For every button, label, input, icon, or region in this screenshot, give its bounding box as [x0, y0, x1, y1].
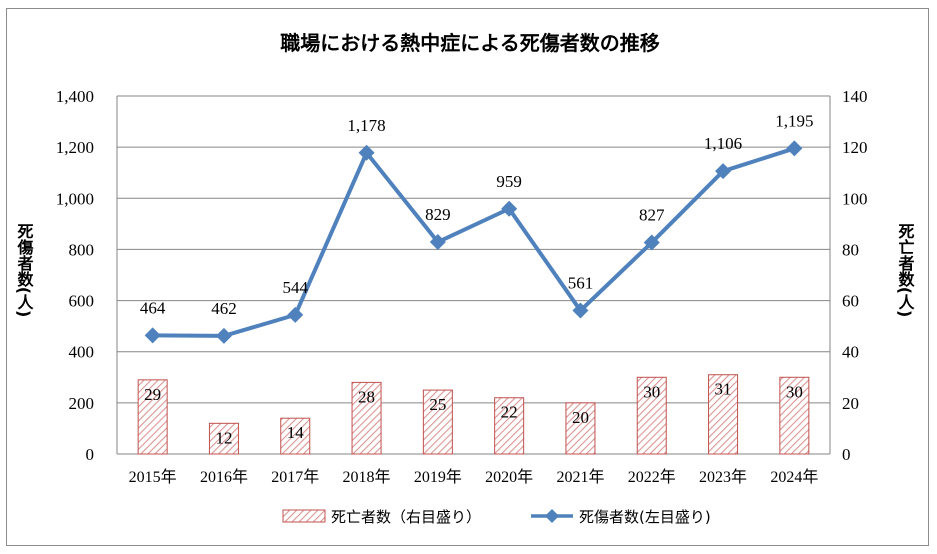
- line-series: [152, 146, 795, 338]
- x-tick-label: 2020年: [485, 468, 533, 486]
- line-point: [287, 306, 304, 323]
- bar: [708, 374, 739, 455]
- right-tick-label: 0: [842, 445, 851, 464]
- x-tick-label: 2018年: [343, 468, 391, 486]
- x-axis-ticks: 2015年 2016年 2017年 2018年 2019年 2020年 2021年 2022年…: [129, 468, 819, 486]
- bar-series: [137, 374, 810, 455]
- legend-line-label: 死傷者数(左目盛り): [579, 508, 711, 526]
- line-point: [358, 144, 375, 161]
- chart-frame: [6, 8, 929, 546]
- right-tick-label: 40: [842, 343, 859, 362]
- line-data-labels: 464 462 544 1,178 829 959 561 827 1,106 1,195: [140, 111, 814, 317]
- x-tick-label: 2023年: [699, 468, 747, 486]
- line-point: [501, 200, 518, 217]
- left-tick-label: 800: [69, 240, 95, 259]
- line-data-label: 464: [140, 298, 166, 317]
- line-data-label: 959: [496, 172, 522, 191]
- right-tick-label: 60: [842, 292, 859, 311]
- bar-data-label: 22: [501, 403, 518, 422]
- x-tick-label: 2016年: [200, 468, 248, 486]
- right-tick-label: 100: [842, 189, 868, 208]
- x-tick-label: 2022年: [628, 468, 676, 486]
- left-tick-label: 400: [69, 343, 95, 362]
- legend-line-marker: [545, 509, 559, 523]
- left-tick-label: 0: [86, 445, 95, 464]
- bar: [636, 376, 667, 455]
- line-data-label: 829: [425, 205, 451, 224]
- left-tick-label: 1,400: [56, 87, 94, 106]
- left-tick-label: 600: [69, 292, 95, 311]
- right-tick-label: 20: [842, 394, 859, 413]
- line-points: [144, 140, 803, 344]
- bar-data-label: 28: [358, 387, 375, 406]
- bar-data-label: 20: [572, 408, 589, 427]
- line-point: [715, 163, 732, 180]
- legend-bar-swatch: [282, 509, 326, 523]
- x-tick-label: 2021年: [556, 468, 604, 486]
- bar-data-label: 30: [786, 382, 803, 401]
- line-point: [786, 140, 803, 157]
- x-tick-label: 2024年: [770, 468, 818, 486]
- legend-bar-label: 死亡者数（右目盛り）: [331, 508, 481, 526]
- left-tick-label: 1,200: [56, 138, 94, 157]
- bar-data-label: 12: [215, 428, 232, 447]
- x-tick-label: 2015年: [129, 468, 177, 486]
- bar-data-label: 29: [144, 385, 161, 404]
- x-tick-label: 2019年: [414, 468, 462, 486]
- bar: [280, 417, 311, 455]
- bar: [137, 379, 168, 455]
- bar: [565, 402, 596, 455]
- x-tick-label: 2017年: [271, 468, 319, 486]
- legend: 死亡者数（右目盛り） 死傷者数(左目盛り): [282, 508, 711, 526]
- bar-data-label: 25: [429, 395, 446, 414]
- line-point: [215, 327, 232, 344]
- bar-data-label: 14: [287, 423, 305, 442]
- line-point: [429, 234, 446, 251]
- left-axis-ticks: 0 200 400 600 800 1,000 1,200 1,400: [56, 87, 94, 464]
- bar-data-labels: 29 12 14 28 25 22 20 30 31 30: [144, 380, 803, 448]
- bar: [422, 389, 453, 455]
- bar-data-label: 31: [715, 380, 732, 399]
- series-line: [152, 146, 795, 338]
- line-data-label: 827: [639, 206, 665, 225]
- right-axis-label: 死亡者数(人): [896, 223, 916, 318]
- line-data-label: 462: [211, 299, 237, 318]
- line-data-label: 1,106: [704, 134, 742, 153]
- left-tick-label: 1,000: [56, 189, 94, 208]
- bar: [494, 397, 525, 455]
- bar: [208, 422, 239, 455]
- line-data-label: 1,195: [775, 111, 813, 130]
- left-tick-label: 200: [69, 394, 95, 413]
- left-axis-label: 死傷者数(人): [15, 223, 35, 318]
- line-data-label: 544: [283, 278, 309, 297]
- bar: [779, 376, 810, 455]
- right-tick-label: 140: [842, 87, 868, 106]
- line-data-label: 1,178: [347, 116, 385, 135]
- right-axis-ticks: 0 20 40 60 80 100 120 140: [842, 87, 868, 464]
- chart-title: 職場における熱中症による死傷者数の推移: [280, 31, 659, 55]
- line-data-label: 561: [568, 274, 594, 293]
- bar-data-label: 30: [643, 382, 660, 401]
- line-point: [643, 234, 660, 251]
- bar: [351, 381, 382, 455]
- line-point: [144, 327, 161, 344]
- line-point: [572, 302, 589, 319]
- right-tick-label: 120: [842, 138, 868, 157]
- right-tick-label: 80: [842, 240, 859, 259]
